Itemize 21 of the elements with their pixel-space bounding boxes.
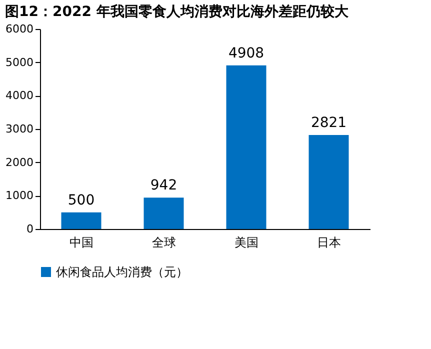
bar: [61, 212, 102, 229]
chart-title: 图12：2022 年我国零食人均消费对比海外差距仍较大: [5, 4, 350, 20]
y-tick-label: 4000: [6, 89, 34, 102]
bar: [226, 65, 266, 229]
x-tick-label: 日本: [316, 236, 341, 250]
x-tick-label: 中国: [69, 236, 94, 250]
x-tick-label: 全球: [152, 236, 176, 250]
y-tick-label: 5000: [6, 56, 34, 69]
bar: [144, 198, 184, 229]
data-label: 2821: [310, 114, 347, 131]
bar: [308, 134, 349, 229]
y-tick-label: 2000: [6, 156, 34, 169]
y-tick-label: 6000: [6, 22, 34, 36]
y-tick-label: 3000: [6, 122, 34, 136]
x-tick-label: 美国: [234, 236, 258, 250]
data-label: 4908: [228, 45, 264, 62]
data-label: 942: [150, 178, 178, 194]
legend-label: 休闲食品人均消费（元）: [56, 265, 188, 279]
y-tick-label: 0: [26, 222, 34, 236]
data-label: 500: [68, 192, 95, 208]
y-tick-label: 1000: [6, 189, 34, 202]
